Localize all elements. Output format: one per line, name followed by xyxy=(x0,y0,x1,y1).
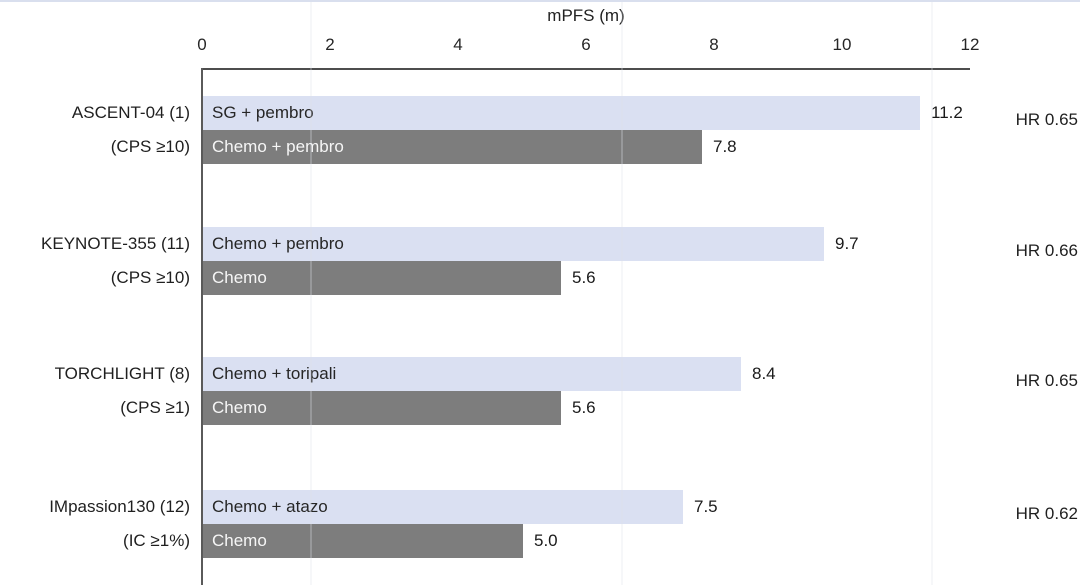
trial-subgroup-label: (CPS ≥1) xyxy=(120,398,190,417)
y-axis-line xyxy=(201,68,203,585)
x-axis-tick: 0 xyxy=(197,35,207,54)
mpfs-value-label: 7.5 xyxy=(694,497,718,516)
treatment-arm-label: Chemo + atazo xyxy=(212,497,328,516)
seam-line xyxy=(931,2,933,585)
treatment-arm-label: SG + pembro xyxy=(212,103,314,122)
x-axis-tick: 6 xyxy=(581,35,591,54)
mpfs-value-label: 5.6 xyxy=(572,268,596,287)
experimental-arm-bar: Chemo + toripali xyxy=(203,357,741,391)
mpfs-value-label: 11.2 xyxy=(931,103,963,122)
treatment-arm-label: Chemo xyxy=(212,268,267,287)
mpfs-value-label: 8.4 xyxy=(752,364,776,383)
control-arm-bar: Chemo + pembro xyxy=(203,130,702,164)
mpfs-value-label: 5.0 xyxy=(534,531,558,550)
experimental-arm-bar: Chemo + pembro xyxy=(203,227,824,261)
x-axis-tick: 10 xyxy=(832,35,852,54)
hazard-ratio-label: HR 0.65 xyxy=(1015,110,1078,129)
mpfs-value-label: 7.8 xyxy=(713,137,737,156)
control-arm-bar: Chemo xyxy=(203,524,523,558)
experimental-arm-bar: Chemo + atazo xyxy=(203,490,683,524)
hazard-ratio-label: HR 0.66 xyxy=(1015,241,1078,260)
trial-subgroup-label: (IC ≥1%) xyxy=(123,531,190,550)
treatment-arm-label: Chemo + pembro xyxy=(212,234,344,253)
x-axis-tick: 12 xyxy=(960,35,980,54)
trial-subgroup-label: (CPS ≥10) xyxy=(110,137,190,156)
treatment-arm-label: Chemo xyxy=(212,398,267,417)
chart-title: mPFS (m) xyxy=(547,6,625,25)
trial-subgroup-label: (CPS ≥10) xyxy=(110,268,190,287)
x-axis-tick: 4 xyxy=(453,35,463,54)
x-axis-tick: 2 xyxy=(325,35,335,54)
treatment-arm-label: Chemo + toripali xyxy=(212,364,337,383)
treatment-arm-label: Chemo xyxy=(212,531,267,550)
control-arm-bar: Chemo xyxy=(203,261,561,295)
experimental-arm-bar: SG + pembro xyxy=(203,96,920,130)
trial-name-label: ASCENT-04 (1) xyxy=(71,103,190,122)
control-arm-bar: Chemo xyxy=(203,391,561,425)
mpfs-value-label: 9.7 xyxy=(835,234,859,253)
x-axis-line xyxy=(201,68,970,70)
mpfs-value-label: 5.6 xyxy=(572,398,596,417)
treatment-arm-label: Chemo + pembro xyxy=(212,137,344,156)
trial-name-label: TORCHLIGHT (8) xyxy=(54,364,190,383)
x-axis-tick: 8 xyxy=(709,35,719,54)
hazard-ratio-label: HR 0.65 xyxy=(1015,371,1078,390)
hazard-ratio-label: HR 0.62 xyxy=(1015,504,1078,523)
trial-name-label: KEYNOTE-355 (11) xyxy=(41,234,190,253)
trial-name-label: IMpassion130 (12) xyxy=(49,497,190,516)
